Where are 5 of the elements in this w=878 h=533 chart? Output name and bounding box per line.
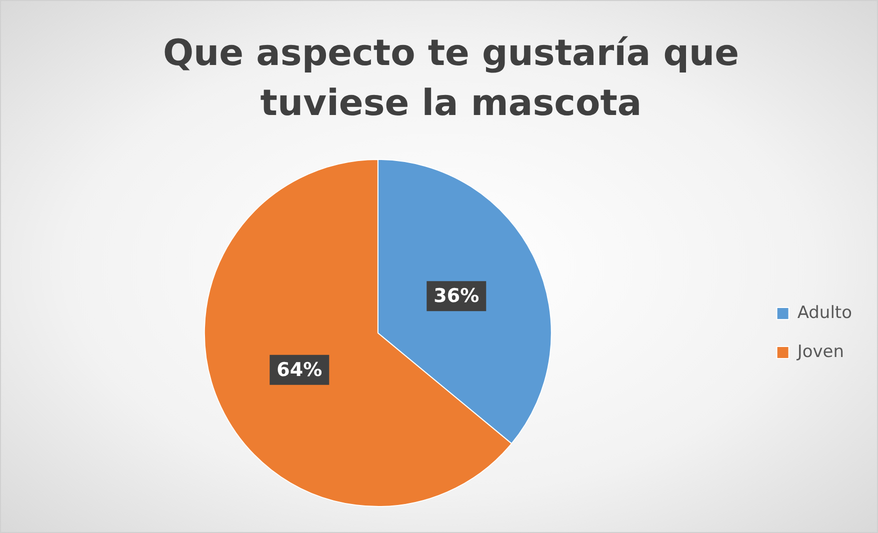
legend-label: Joven [796,342,844,362]
chart-title: Que aspecto te gustaría que tuviese la mascota [162,32,740,126]
data-label: 36% [434,285,480,307]
legend-label: Adulto [797,302,852,323]
data-label: 64% [276,358,322,381]
